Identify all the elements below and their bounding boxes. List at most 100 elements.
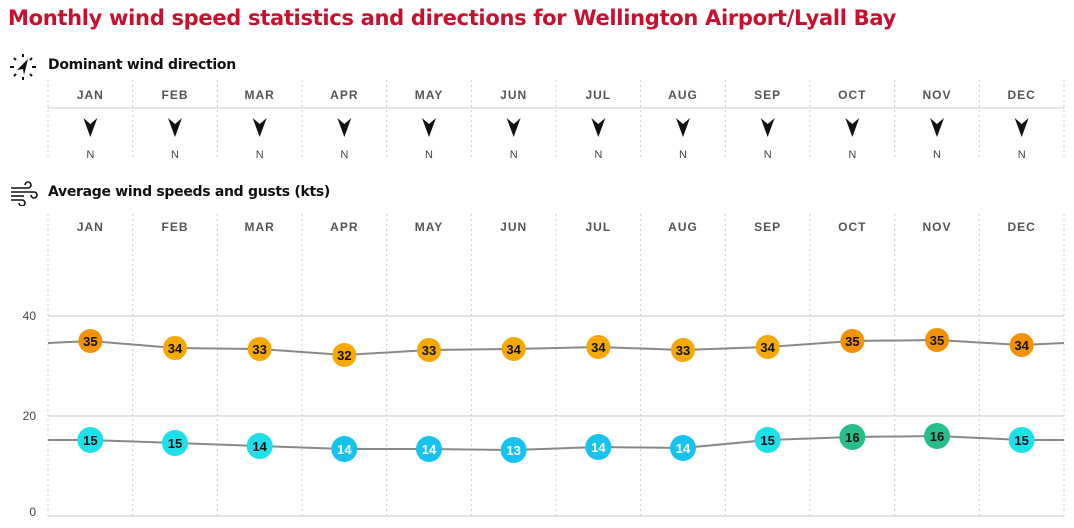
data-label: 16 xyxy=(845,430,859,445)
data-label: 34 xyxy=(168,341,183,356)
direction-label: N xyxy=(86,149,94,161)
direction-arrow-icon xyxy=(591,118,606,137)
data-point: 16 xyxy=(839,424,866,450)
data-label: 35 xyxy=(83,334,97,349)
data-marker xyxy=(1009,333,1034,357)
data-point: 34 xyxy=(501,337,526,361)
data-marker xyxy=(839,424,866,450)
data-point: 15 xyxy=(77,427,104,453)
data-point: 15 xyxy=(1008,427,1035,453)
data-point: 34 xyxy=(755,335,780,359)
data-label: 16 xyxy=(930,429,944,444)
data-marker xyxy=(332,343,357,367)
data-point: 32 xyxy=(332,343,357,367)
direction-arrow-icon xyxy=(83,118,98,137)
data-point: 14 xyxy=(670,435,696,461)
data-marker xyxy=(162,430,188,456)
direction-month-label: AUG xyxy=(668,88,698,102)
data-label: 15 xyxy=(83,433,97,448)
series-line xyxy=(47,338,1065,357)
direction-month-label: JUN xyxy=(500,88,527,102)
data-point: 16 xyxy=(924,423,950,449)
data-label: 34 xyxy=(506,342,521,357)
compass-arrow-icon xyxy=(10,54,36,80)
direction-label: N xyxy=(764,149,772,161)
data-marker xyxy=(246,433,273,459)
y-tick-label: 20 xyxy=(23,409,37,423)
x-tick-label: AUG xyxy=(668,220,698,234)
data-marker xyxy=(1008,427,1035,453)
data-point: 34 xyxy=(163,336,187,360)
direction-arrow-icon xyxy=(760,118,775,137)
data-marker xyxy=(331,436,358,462)
data-label: 34 xyxy=(1014,338,1029,353)
data-label: 35 xyxy=(845,334,859,349)
data-marker xyxy=(586,335,611,359)
data-label: 34 xyxy=(760,340,775,355)
data-marker xyxy=(500,437,527,463)
x-tick-label: NOV xyxy=(922,220,951,234)
direction-label: N xyxy=(256,149,264,161)
x-tick-label: JAN xyxy=(77,220,104,234)
direction-heading: Dominant wind direction xyxy=(48,57,236,73)
data-marker xyxy=(78,329,103,353)
direction-month-label: FEB xyxy=(162,88,189,102)
data-label: 33 xyxy=(252,342,266,357)
data-point: 14 xyxy=(331,436,358,462)
data-point: 35 xyxy=(78,329,103,353)
data-marker xyxy=(501,337,526,361)
direction-month-label: DEC xyxy=(1007,88,1035,102)
direction-label: N xyxy=(933,149,941,161)
data-label: 14 xyxy=(422,442,437,457)
direction-label: N xyxy=(1018,149,1026,161)
y-tick-label: 0 xyxy=(29,505,36,519)
data-point: 14 xyxy=(246,433,273,459)
x-tick-label: APR xyxy=(330,220,358,234)
direction-arrow-icon xyxy=(337,118,352,137)
data-point: 33 xyxy=(247,337,272,361)
data-point: 15 xyxy=(162,430,188,456)
direction-label: N xyxy=(594,149,602,161)
direction-label: N xyxy=(679,149,687,161)
direction-month-label: JUL xyxy=(585,88,611,102)
data-point: 14 xyxy=(416,436,442,462)
direction-arrow-icon xyxy=(506,118,521,137)
direction-month-label: MAY xyxy=(415,88,444,102)
x-tick-label: FEB xyxy=(162,220,189,234)
data-marker xyxy=(585,434,612,460)
direction-arrow-icon xyxy=(1014,118,1029,137)
data-point: 15 xyxy=(754,427,781,453)
direction-month-label: JAN xyxy=(77,88,104,102)
data-marker xyxy=(247,337,272,361)
data-point: 13 xyxy=(500,437,527,463)
direction-month-label: MAR xyxy=(245,88,275,102)
data-label: 14 xyxy=(337,442,352,457)
x-tick-label: MAR xyxy=(245,220,275,234)
data-point: 14 xyxy=(585,434,612,460)
direction-label: N xyxy=(171,149,179,161)
data-label: 14 xyxy=(252,439,267,454)
x-tick-label: DEC xyxy=(1007,220,1035,234)
x-tick-label: OCT xyxy=(838,220,866,234)
data-marker xyxy=(77,427,104,453)
direction-arrow-icon xyxy=(168,118,182,137)
data-label: 32 xyxy=(337,348,351,363)
speed-heading: Average wind speeds and gusts (kts) xyxy=(48,184,331,200)
direction-label: N xyxy=(425,149,433,161)
data-label: 35 xyxy=(930,333,944,348)
x-tick-label: MAY xyxy=(415,220,444,234)
direction-month-label: NOV xyxy=(922,88,951,102)
data-marker xyxy=(163,336,187,360)
data-label: 14 xyxy=(676,441,691,456)
data-label: 15 xyxy=(1014,433,1028,448)
data-marker xyxy=(925,328,949,352)
direction-label: N xyxy=(340,149,348,161)
direction-arrow-icon xyxy=(676,118,690,137)
x-tick-label: SEP xyxy=(754,220,781,234)
data-point: 35 xyxy=(925,328,949,352)
data-label: 33 xyxy=(676,343,690,358)
direction-month-label: APR xyxy=(330,88,358,102)
direction-arrow-icon xyxy=(845,118,860,137)
data-label: 15 xyxy=(168,436,182,451)
